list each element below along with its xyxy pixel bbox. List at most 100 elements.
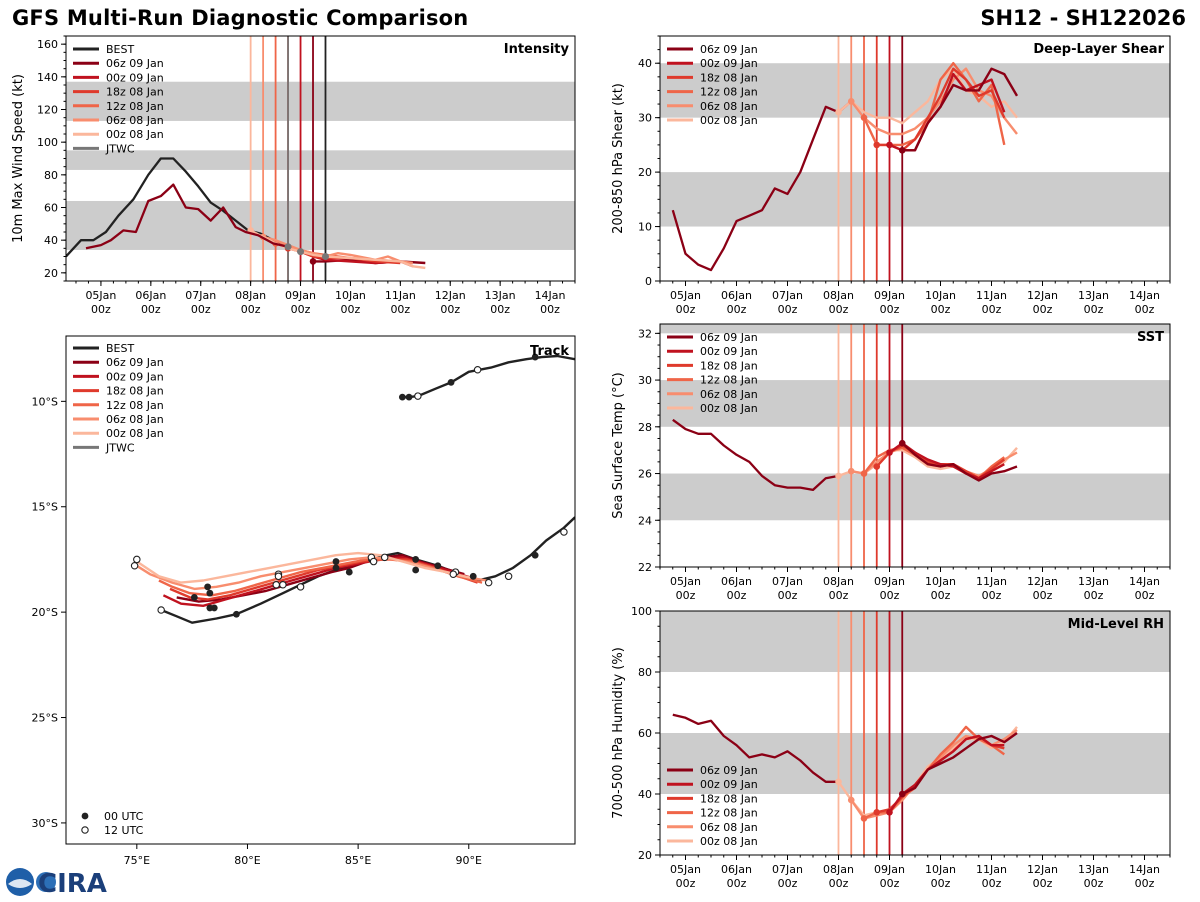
run-start-marker — [886, 809, 893, 816]
marker-12utc — [473, 365, 482, 374]
x-tick-label: 00z — [390, 303, 410, 316]
x-tick-label: 07Jan — [772, 575, 803, 588]
track-line — [160, 516, 575, 624]
shading-band — [660, 473, 1170, 521]
jtwc-point — [284, 243, 292, 251]
x-tick-label: 09Jan — [285, 289, 316, 302]
run-start-marker — [898, 147, 906, 154]
legend-label: 18z 08 Jan — [700, 71, 758, 84]
legend-label: 06z 09 Jan — [106, 57, 164, 70]
y-tick-label: 20 — [638, 166, 652, 179]
legend-label: 06z 08 Jan — [700, 821, 758, 834]
x-tick-label: 13Jan — [1078, 289, 1109, 302]
x-tick-label: 75°E — [124, 854, 150, 867]
y-tick-label: 80 — [44, 169, 58, 182]
x-tick-label: 10Jan — [925, 289, 956, 302]
x-tick-label: 11Jan — [976, 575, 1007, 588]
marker-00utc — [206, 589, 214, 597]
x-tick-label: 00z — [982, 303, 1002, 316]
marker-12utc — [130, 562, 139, 570]
x-tick-label: 00z — [91, 303, 111, 316]
marker-00utc — [412, 566, 420, 574]
y-axis-label: 10m Max Wind Speed (kt) — [11, 74, 26, 243]
x-tick-label: 00z — [141, 303, 161, 316]
panel-title: Mid-Level RH — [1068, 617, 1164, 632]
shading-band — [66, 200, 575, 250]
logo-text: CIRA — [38, 869, 107, 898]
x-tick-label: 11Jan — [385, 289, 416, 302]
x-tick-label: 05Jan — [670, 575, 701, 588]
run-start-marker — [873, 463, 881, 470]
shading-band — [660, 324, 1170, 334]
track-line — [136, 556, 487, 591]
jtwc-point — [321, 253, 329, 260]
y-tick-label: 40 — [638, 788, 652, 801]
legend-label: 06z 08 Jan — [700, 100, 758, 113]
run-start-marker — [898, 790, 906, 798]
x-tick-label: 00z — [778, 589, 798, 602]
x-tick-label: 00z — [982, 877, 1002, 890]
x-tick-label: 00z — [440, 303, 460, 316]
marker-12utc — [560, 528, 568, 536]
series-line — [837, 67, 1018, 125]
legend-label: 06z 09 Jan — [700, 764, 758, 777]
x-tick-label: 00z — [490, 303, 510, 316]
storm-id-title: SH12 - SH122026 — [980, 6, 1186, 30]
marker-12utc — [133, 555, 141, 564]
x-tick-label: 06Jan — [721, 863, 752, 876]
x-tick-label: 00z — [880, 589, 900, 602]
x-tick-label: 10Jan — [335, 289, 366, 302]
map-area — [130, 353, 575, 624]
marker-00utc — [204, 583, 212, 591]
x-tick-label: 00z — [982, 589, 1002, 602]
x-tick-label: 00z — [676, 303, 696, 316]
x-tick-label: 00z — [241, 303, 261, 316]
panel-title: Track — [530, 344, 569, 359]
legend-label: 06z 08 Jan — [106, 114, 164, 127]
legend-label: 00z 08 Jan — [106, 427, 164, 440]
run-start-marker — [847, 796, 855, 804]
run-start-marker — [835, 108, 842, 116]
run-start-marker — [860, 114, 868, 121]
x-tick-label: 90°E — [456, 854, 482, 867]
y-tick-label: 26 — [638, 468, 652, 481]
marker-12utc — [274, 572, 283, 581]
y-tick-label: 15°S — [32, 501, 58, 514]
x-tick-label: 00z — [1084, 303, 1104, 316]
x-tick-label: 05Jan — [670, 863, 701, 876]
panel-sst: 22242628303205Jan00z06Jan00z07Jan00z08Ja… — [611, 323, 1171, 602]
x-tick-label: 00z — [1135, 589, 1155, 602]
legend-label: 00z 09 Jan — [106, 71, 164, 84]
x-tick-label: 05Jan — [670, 289, 701, 302]
panel-intensity: 2040608010012014016005Jan00z06Jan00z07Ja… — [11, 35, 576, 316]
x-tick-label: 06Jan — [721, 575, 752, 588]
y-tick-label: 20 — [44, 267, 58, 280]
plot-area — [660, 611, 1170, 855]
legend-label: 12z 08 Jan — [106, 399, 164, 412]
y-tick-label: 30 — [638, 374, 652, 387]
x-tick-label: 10Jan — [925, 863, 956, 876]
marker-legend-12 — [81, 826, 89, 834]
legend-label: BEST — [106, 43, 134, 56]
y-tick-label: 80 — [638, 666, 652, 679]
y-tick-label: 30°S — [32, 817, 58, 830]
marker-12utc — [369, 557, 378, 566]
x-tick-label: 00z — [676, 877, 696, 890]
legend-label: 00z 09 Jan — [700, 778, 758, 791]
run-start-marker — [873, 141, 881, 149]
x-tick-label: 07Jan — [772, 863, 803, 876]
x-tick-label: 11Jan — [976, 289, 1007, 302]
legend-label: 18z 08 Jan — [700, 359, 758, 372]
run-start-marker — [309, 258, 317, 265]
series-line — [672, 418, 839, 492]
marker-00utc — [531, 551, 539, 559]
series-line — [888, 734, 1005, 813]
run-start-marker — [873, 809, 881, 816]
y-tick-label: 0 — [645, 275, 652, 288]
cira-logo: CIRA — [4, 866, 116, 899]
x-tick-label: 00z — [931, 877, 951, 890]
x-tick-label: 00z — [727, 589, 747, 602]
shading-band — [66, 150, 575, 170]
x-tick-label: 00z — [727, 303, 747, 316]
axes-frame — [65, 335, 576, 845]
